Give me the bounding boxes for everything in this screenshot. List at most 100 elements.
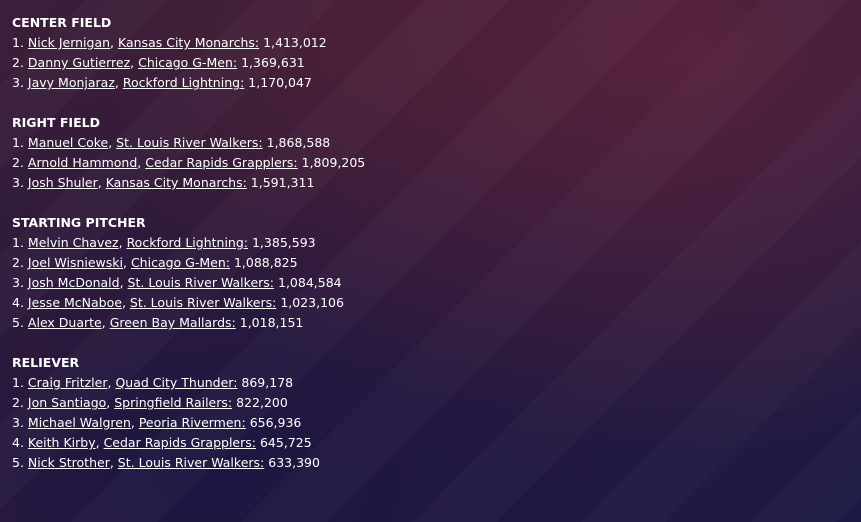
rank: 3. [12,75,24,90]
list-item: 3. Josh McDonald, St. Louis River Walker… [12,275,342,290]
list-item: 2. Danny Gutierrez, Chicago G-Men: 1,369… [12,55,305,70]
rank: 5. [12,315,24,330]
team-name: St. Louis River Walkers [116,135,259,150]
vote-count: 1,369,631 [241,55,305,70]
vote-count: 1,084,584 [278,275,342,290]
list-item: 5. Nick Strother, St. Louis River Walker… [12,455,320,470]
team-name: Peoria Rivermen [138,415,242,430]
team-link[interactable]: Cedar Rapids Grapplers: [103,435,256,450]
rank: 5. [12,455,24,470]
team-link[interactable]: Rockford Lightning: [122,75,245,90]
team-link[interactable]: St. Louis River Walkers: [129,295,277,310]
list-item: 4. Jesse McNaboe, St. Louis River Walker… [12,295,344,310]
team-link[interactable]: St. Louis River Walkers: [116,135,263,150]
rank: 3. [12,275,24,290]
player-link[interactable]: Keith Kirby [27,435,96,450]
player-link[interactable]: Jon Santiago [27,395,107,410]
team-link[interactable]: Kansas City Monarchs: [105,175,247,190]
rank: 2. [12,255,24,270]
list-item: 3. Michael Walgren, Peoria Rivermen: 656… [12,415,302,430]
vote-count: 1,385,593 [251,235,316,250]
vote-count: 1,170,047 [248,75,312,90]
vote-count: 645,725 [259,435,312,450]
team-name: Cedar Rapids Grapplers [145,155,294,170]
rank: 1. [12,375,24,390]
list-item: 3. Javy Monjaraz, Rockford Lightning: 1,… [12,75,312,90]
team-name: St. Louis River Walkers [129,295,273,310]
list-item: 1. Nick Jernigan, Kansas City Monarchs: … [12,35,327,50]
team-name: Springfield Railers [114,395,228,410]
section-title-center-field: CENTER FIELD [12,15,112,30]
player-link[interactable]: Javy Monjaraz [27,75,115,90]
player-link[interactable]: Danny Gutierrez [27,55,131,70]
vote-count: 1,591,311 [250,175,315,190]
rank: 1. [12,35,24,50]
team-link[interactable]: Chicago G-Men: [138,55,238,70]
player-link[interactable]: Jesse McNaboe [27,295,122,310]
team-name: Green Bay Mallards [109,315,232,330]
list-item: 2. Arnold Hammond, Cedar Rapids Grappler… [12,155,366,170]
team-link[interactable]: Rockford Lightning: [126,235,248,250]
vote-count: 633,390 [268,455,320,470]
vote-count: 1,088,825 [233,255,298,270]
vote-count: 1,018,151 [239,315,304,330]
rank: 3. [12,415,24,430]
team-name: Kansas City Monarchs [118,35,255,50]
player-link[interactable]: Craig Fritzler [27,375,108,390]
vote-count: 1,809,205 [301,155,366,170]
section-title-reliever: RELIEVER [12,355,80,370]
team-name: Kansas City Monarchs [105,175,243,190]
all-star-voting-results: CENTER FIELD 1. Nick Jernigan, Kansas Ci… [12,13,365,473]
player-link[interactable]: Nick Strother [27,455,110,470]
list-item: 2. Jon Santiago, Springfield Railers: 82… [12,395,288,410]
vote-count: 1,868,588 [266,135,331,150]
team-name: Chicago G-Men [130,255,226,270]
vote-count: 1,023,106 [280,295,344,310]
section-title-right-field: RIGHT FIELD [12,115,100,130]
rank: 1. [12,135,24,150]
team-link[interactable]: Springfield Railers: [114,395,233,410]
player-link[interactable]: Michael Walgren [27,415,131,430]
rank: 4. [12,435,24,450]
team-link[interactable]: St. Louis River Walkers: [127,275,275,290]
player-link[interactable]: Alex Duarte [27,315,102,330]
team-link[interactable]: Cedar Rapids Grapplers: [145,155,298,170]
section-title-starting-pitcher: STARTING PITCHER [12,215,146,230]
team-name: Rockford Lightning [126,235,244,250]
player-link[interactable]: Joel Wisniewski [27,255,123,270]
team-link[interactable]: Peoria Rivermen: [138,415,246,430]
vote-count: 1,413,012 [263,35,327,50]
vote-count: 869,178 [241,375,294,390]
rank: 4. [12,295,24,310]
team-name: Rockford Lightning [122,75,241,90]
team-name: St. Louis River Walkers [127,275,270,290]
list-item: 5. Alex Duarte, Green Bay Mallards: 1,01… [12,315,304,330]
list-item: 1. Craig Fritzler, Quad City Thunder: 86… [12,375,294,390]
player-link[interactable]: Manuel Coke [27,135,109,150]
player-link[interactable]: Melvin Chavez [27,235,119,250]
player-link[interactable]: Arnold Hammond [27,155,138,170]
section-spacer [12,93,365,113]
player-link[interactable]: Nick Jernigan [27,35,111,50]
rank: 1. [12,235,24,250]
list-item: 4. Keith Kirby, Cedar Rapids Grapplers: … [12,435,312,450]
list-item: 1. Manuel Coke, St. Louis River Walkers:… [12,135,331,150]
team-link[interactable]: Quad City Thunder: [115,375,238,390]
team-link[interactable]: Kansas City Monarchs: [118,35,260,50]
rank: 2. [12,155,24,170]
team-name: Cedar Rapids Grapplers [103,435,252,450]
team-link[interactable]: Chicago G-Men: [130,255,230,270]
list-item: 2. Joel Wisniewski, Chicago G-Men: 1,088… [12,255,298,270]
rank: 2. [12,395,24,410]
team-name: Quad City Thunder [115,375,234,390]
section-spacer [12,333,365,353]
vote-count: 822,200 [236,395,288,410]
team-name: Chicago G-Men [138,55,233,70]
list-item: 1. Melvin Chavez, Rockford Lightning: 1,… [12,235,316,250]
rank: 2. [12,55,24,70]
team-link[interactable]: St. Louis River Walkers: [117,455,265,470]
team-link[interactable]: Green Bay Mallards: [109,315,236,330]
team-name: St. Louis River Walkers [117,455,261,470]
player-link[interactable]: Josh Shuler [27,175,98,190]
player-link[interactable]: Josh McDonald [27,275,120,290]
